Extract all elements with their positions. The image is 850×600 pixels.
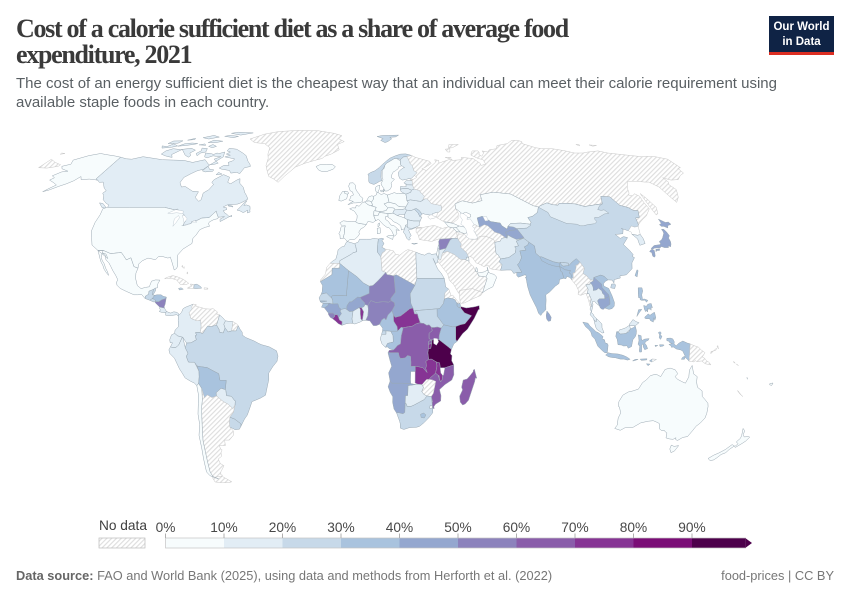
svg-text:70%: 70%	[561, 520, 588, 535]
svg-text:10%: 10%	[210, 520, 237, 535]
svg-text:40%: 40%	[386, 520, 413, 535]
svg-text:30%: 30%	[327, 520, 354, 535]
svg-text:80%: 80%	[620, 520, 647, 535]
svg-text:90%: 90%	[678, 520, 705, 535]
svg-text:0%: 0%	[156, 520, 176, 535]
svg-text:60%: 60%	[503, 520, 530, 535]
svg-text:50%: 50%	[444, 520, 471, 535]
svg-text:20%: 20%	[269, 520, 296, 535]
